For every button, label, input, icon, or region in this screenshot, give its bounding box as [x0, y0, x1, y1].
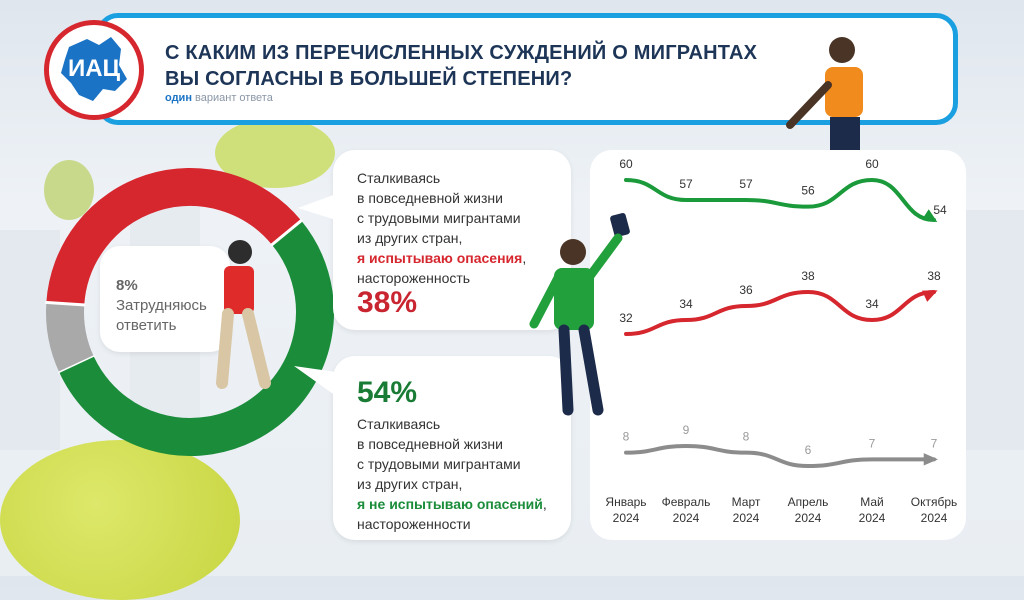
concern-card-pointer	[298, 194, 336, 220]
data-label: 8	[743, 430, 750, 444]
undecided-card: 8% Затрудняюсь ответить	[100, 246, 230, 352]
donut-slice-0	[46, 168, 302, 306]
worried-person-illustration	[216, 240, 271, 389]
concern-line-2: в повседневной жизни	[357, 190, 503, 206]
data-label: 36	[739, 283, 753, 297]
no-concern-card-pointer	[294, 366, 336, 396]
x-tick-label: Март 2024	[731, 495, 761, 525]
subtitle-rest: вариант ответа	[195, 92, 273, 104]
data-label: 6	[805, 443, 812, 457]
x-tick-label: Апрель 2024	[787, 495, 829, 525]
data-label: 57	[679, 177, 693, 191]
undecided-line-2: ответить	[116, 317, 177, 334]
phone-person-illustration	[529, 212, 630, 416]
walking-person-illustration	[786, 37, 863, 152]
series-line-1	[624, 289, 936, 336]
x-tick-label: Май 2024	[858, 495, 886, 525]
no-concern-card: 54% Сталкиваясь в повседневной жизни с т…	[333, 356, 571, 540]
no-concern-line-2: в повседневной жизни	[357, 436, 503, 452]
subtitle: один вариант ответа	[165, 92, 273, 104]
donut-chart	[45, 168, 334, 456]
line-chart-card	[590, 150, 966, 540]
series-line-2	[624, 443, 936, 469]
series-line-0	[624, 177, 936, 222]
data-label: 56	[801, 184, 815, 198]
data-label: 57	[739, 177, 753, 191]
data-label: 7	[869, 436, 876, 450]
no-concern-percent: 54%	[357, 376, 418, 409]
x-tick-label: Февраль 2024	[661, 495, 711, 525]
data-label: 32	[619, 311, 633, 325]
page-title: С КАКИМ ИЗ ПЕРЕЧИСЛЕННЫХ СУЖДЕНИЙ О МИГР…	[165, 40, 785, 92]
donut-separator	[45, 300, 86, 307]
data-label: 38	[801, 269, 815, 283]
undecided-line-1: Затрудняюсь	[116, 297, 207, 314]
data-label: 38	[927, 269, 941, 283]
logo: ИАЦ	[44, 20, 144, 120]
subtitle-bold: один	[165, 92, 192, 104]
concern-comma: ,	[522, 250, 527, 266]
concern-line-3: с трудовыми мигрантами	[357, 210, 521, 226]
data-label: 34	[679, 297, 693, 311]
series-arrow-1	[922, 290, 938, 302]
series-arrow-0	[922, 209, 938, 223]
donut-slice-2	[46, 302, 95, 373]
x-tick-label: Январь 2024	[605, 495, 647, 525]
series-arrow-2	[923, 453, 938, 466]
concern-line-4: из других стран,	[357, 230, 463, 246]
no-concern-line-6: настороженности	[357, 516, 471, 532]
data-label: 7	[931, 436, 938, 450]
region-map-icon	[61, 37, 127, 101]
data-label: 9	[683, 423, 690, 437]
small-tree-left	[44, 160, 94, 220]
no-concern-highlight: я не испытываю опасений	[357, 496, 543, 512]
data-label: 8	[623, 430, 630, 444]
concern-line-5: я испытываю опасения,	[357, 248, 526, 268]
undecided-percent: 8%	[116, 277, 138, 294]
no-concern-line-5: я не испытываю опасений,	[357, 494, 547, 514]
concern-card: Сталкиваясь в повседневной жизни с трудо…	[333, 150, 571, 330]
logo-text: ИАЦ	[67, 55, 121, 82]
donut-slice-1	[59, 220, 334, 456]
concern-line-1: Сталкиваясь	[357, 170, 441, 186]
no-concern-line-3: с трудовыми мигрантами	[357, 456, 521, 472]
data-label: 54	[933, 203, 947, 217]
yellow-bush	[0, 440, 240, 600]
title-line-1: С КАКИМ ИЗ ПЕРЕЧИСЛЕННЫХ СУЖДЕНИЙ О МИГР…	[165, 42, 758, 64]
data-label: 34	[865, 297, 879, 311]
header-card	[96, 13, 958, 125]
no-concern-line-1: Сталкиваясь	[357, 416, 441, 432]
title-line-2: ВЫ СОГЛАСНЫ В БОЛЬШЕЙ СТЕПЕНИ?	[165, 68, 573, 90]
no-concern-line-4: из других стран,	[357, 476, 463, 492]
no-concern-comma: ,	[542, 496, 547, 512]
data-label: 60	[865, 157, 879, 171]
concern-percent: 38%	[357, 286, 418, 319]
concern-highlight: я испытываю опасения	[357, 250, 523, 266]
data-label: 60	[619, 157, 633, 171]
line-chart: 60 57 57 56 60 54 32 34 36 38 34 38 8 9 8 6 7 7	[619, 157, 947, 469]
donut-separator	[270, 218, 303, 247]
concern-line-6: настороженность	[357, 270, 471, 286]
x-tick-label: Октябрь 2024	[910, 495, 958, 525]
